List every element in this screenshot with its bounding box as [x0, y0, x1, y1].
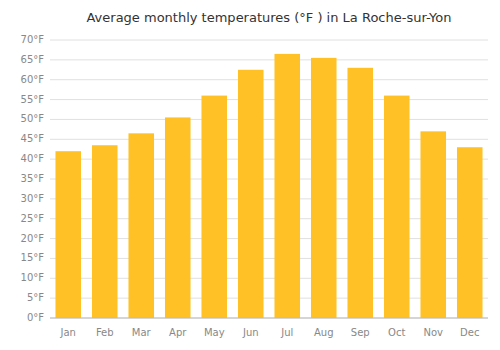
- x-tick-label: Feb: [96, 327, 114, 338]
- y-tick-label: 60°F: [21, 74, 45, 85]
- x-tick-label: Dec: [460, 327, 479, 338]
- bar: [274, 54, 300, 318]
- bar: [457, 147, 483, 318]
- bars: [55, 54, 482, 318]
- bar: [128, 133, 154, 318]
- x-tick-label: Jul: [280, 327, 293, 338]
- grid-line: [50, 59, 488, 60]
- y-axis: 0°F 5°F 10°F 15°F 20°F 25°F 30°F 35°F 40°F 45°F 50…: [21, 34, 488, 323]
- chart-container: Average monthly temperatures (°F ) in La…: [0, 0, 500, 350]
- bar: [92, 145, 118, 318]
- x-axis: Jan Feb Mar Apr May Jun Jul Aug Sep Oct Nov Dec: [60, 327, 480, 338]
- y-tick-label: 65°F: [21, 54, 45, 65]
- x-tick-label: Nov: [423, 327, 443, 338]
- chart-title: Average monthly temperatures (°F ) in La…: [86, 10, 451, 25]
- grid-line: [50, 79, 488, 80]
- y-tick-label: 20°F: [21, 233, 45, 244]
- bar: [347, 68, 373, 318]
- y-tick-label: 0°F: [27, 312, 44, 323]
- y-tick-label: 5°F: [27, 292, 44, 303]
- bar: [384, 96, 410, 318]
- y-tick-label: 55°F: [21, 94, 45, 105]
- bar: [420, 131, 446, 318]
- y-tick-label: 25°F: [21, 213, 45, 224]
- grid-line: [50, 318, 488, 319]
- y-tick-label: 15°F: [21, 252, 45, 263]
- x-tick-label: Mar: [132, 327, 152, 338]
- x-axis-line: [50, 318, 488, 319]
- x-tick-label: May: [204, 327, 225, 338]
- bar: [165, 117, 191, 318]
- chart-svg: Average monthly temperatures (°F ) in La…: [0, 0, 500, 350]
- y-tick-label: 10°F: [21, 272, 45, 283]
- x-tick-label: Jun: [242, 327, 259, 338]
- y-tick-label: 50°F: [21, 113, 45, 124]
- x-tick-label: Apr: [169, 327, 187, 338]
- x-tick-label: Oct: [388, 327, 405, 338]
- bar: [55, 151, 81, 318]
- x-tick-label: Jan: [60, 327, 76, 338]
- y-tick-label: 40°F: [21, 153, 45, 164]
- y-tick-label: 45°F: [21, 133, 45, 144]
- x-tick-label: Aug: [314, 327, 334, 338]
- bar: [201, 96, 227, 318]
- grid-line: [50, 99, 488, 100]
- grid-line: [50, 119, 488, 120]
- x-tick-label: Sep: [351, 327, 370, 338]
- y-tick-label: 70°F: [21, 34, 45, 45]
- y-tick-label: 35°F: [21, 173, 45, 184]
- grid-line: [50, 40, 488, 41]
- bar: [238, 70, 264, 318]
- y-tick-label: 30°F: [21, 193, 45, 204]
- bar: [311, 58, 337, 318]
